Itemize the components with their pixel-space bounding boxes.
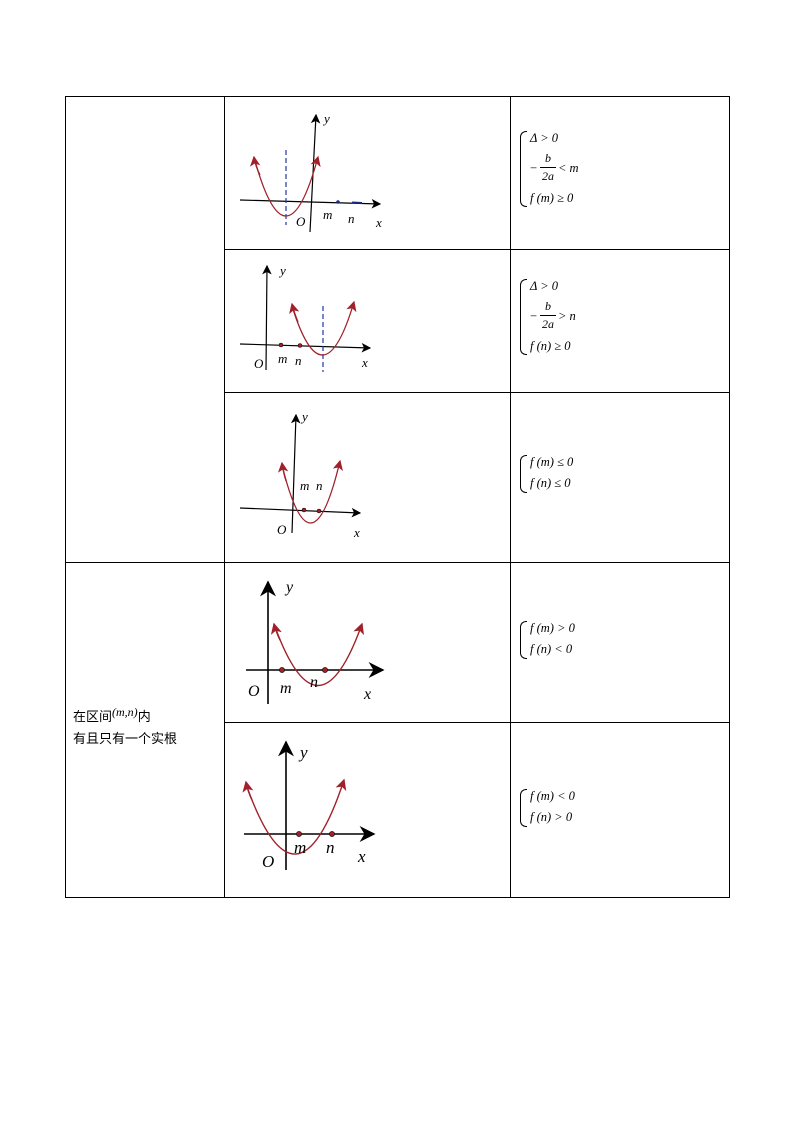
cond-line-2: f (n) ≤ 0 — [530, 476, 571, 490]
row2-label-line1: 在区间(m,n)内 — [73, 705, 151, 725]
origin-label: O — [296, 214, 306, 229]
m-label: m — [294, 838, 306, 857]
condition-1: Δ > 0 − b 2a < m f (m) ≥ 0 — [520, 131, 720, 211]
graph-5: y O m n x — [242, 740, 376, 871]
y-label: y — [300, 409, 308, 424]
point-m — [296, 831, 302, 837]
n-label: n — [326, 838, 335, 857]
graph-3: y O m n x — [239, 409, 362, 540]
point-n — [322, 667, 328, 673]
m-label: m — [300, 478, 309, 493]
root-table — [65, 96, 730, 898]
graph-4: y O m n x — [246, 579, 385, 704]
cond-line-3: f (n) ≥ 0 — [530, 339, 571, 353]
x-label: x — [357, 847, 366, 866]
parabola — [273, 622, 364, 686]
point-m — [336, 200, 340, 204]
row-divider-3 — [65, 562, 730, 563]
fraction: b 2a — [540, 299, 556, 331]
point-m — [278, 342, 284, 348]
column-divider-2 — [510, 96, 511, 898]
graph-1: y O m n x — [239, 111, 382, 233]
row2-label: 在区间(m,n)内 有且只有一个实根 — [73, 705, 178, 751]
y-label: y — [298, 743, 308, 762]
brace — [520, 131, 527, 207]
cond-line-1: f (m) ≤ 0 — [530, 455, 574, 469]
row-divider-1 — [224, 249, 730, 250]
table-border-right — [729, 96, 730, 898]
x-label: x — [375, 215, 382, 230]
x-label: x — [363, 686, 371, 703]
row-divider-2 — [224, 392, 730, 393]
cond-line-1: f (m) > 0 — [530, 621, 575, 635]
cond-line-2: f (n) > 0 — [530, 810, 573, 824]
table-border-bottom — [65, 897, 730, 898]
segment-mn — [351, 201, 363, 204]
parabola — [281, 459, 343, 524]
n-label: n — [310, 674, 318, 691]
n-label: n — [295, 353, 302, 368]
origin-label: O — [262, 852, 274, 871]
x-axis — [239, 342, 372, 353]
brace — [520, 455, 527, 493]
origin-label: O — [254, 356, 264, 371]
n-label: n — [348, 211, 355, 226]
point-n — [329, 831, 335, 837]
point-m — [279, 667, 285, 673]
cond-line-2: f (n) < 0 — [530, 642, 573, 656]
condition-2: Δ > 0 − b 2a > n f (n) ≥ 0 — [520, 279, 720, 359]
frac-prefix: − — [530, 161, 538, 175]
m-label: m — [280, 680, 292, 697]
x-axis — [239, 507, 362, 518]
y-axis — [262, 264, 272, 371]
frac-relation: < m — [558, 161, 579, 175]
x-label: x — [353, 525, 360, 540]
interval-notation: (m,n) — [112, 705, 138, 719]
point-n — [297, 343, 303, 348]
condition-4: f (m) > 0 f (n) < 0 — [520, 621, 720, 661]
table-border-top — [65, 96, 730, 97]
column-divider-1 — [224, 96, 225, 898]
y-label: y — [322, 111, 330, 126]
y-label: y — [284, 579, 294, 596]
x-label: x — [361, 355, 368, 370]
origin-label: O — [277, 522, 287, 537]
parabola — [253, 155, 321, 217]
y-label: y — [278, 263, 286, 278]
brace — [520, 621, 527, 659]
parabola — [245, 778, 347, 855]
point-n — [316, 508, 322, 514]
point-m — [301, 507, 307, 513]
frac-prefix: − — [530, 309, 538, 323]
n-label: n — [316, 478, 323, 493]
frac-relation: > n — [558, 309, 576, 323]
cond-line-3: f (m) ≥ 0 — [530, 191, 574, 205]
brace — [520, 279, 527, 355]
cond-line-1: f (m) < 0 — [530, 789, 575, 803]
parabola — [291, 300, 357, 356]
cond-line-1: Δ > 0 — [530, 131, 559, 145]
m-label: m — [278, 351, 287, 366]
y-axis — [290, 413, 301, 534]
table-border-left — [65, 96, 66, 898]
brace — [520, 789, 527, 827]
row2-label-line2: 有且只有一个实根 — [73, 732, 178, 747]
row-divider-4 — [224, 722, 730, 723]
condition-5: f (m) < 0 f (n) > 0 — [520, 789, 720, 829]
m-label: m — [323, 207, 332, 222]
graph-2: y O m n x — [239, 263, 372, 372]
fraction: b 2a — [540, 151, 556, 183]
origin-label: O — [248, 683, 260, 700]
condition-3: f (m) ≤ 0 f (n) ≤ 0 — [520, 455, 720, 495]
cond-line-1: Δ > 0 — [530, 279, 559, 293]
